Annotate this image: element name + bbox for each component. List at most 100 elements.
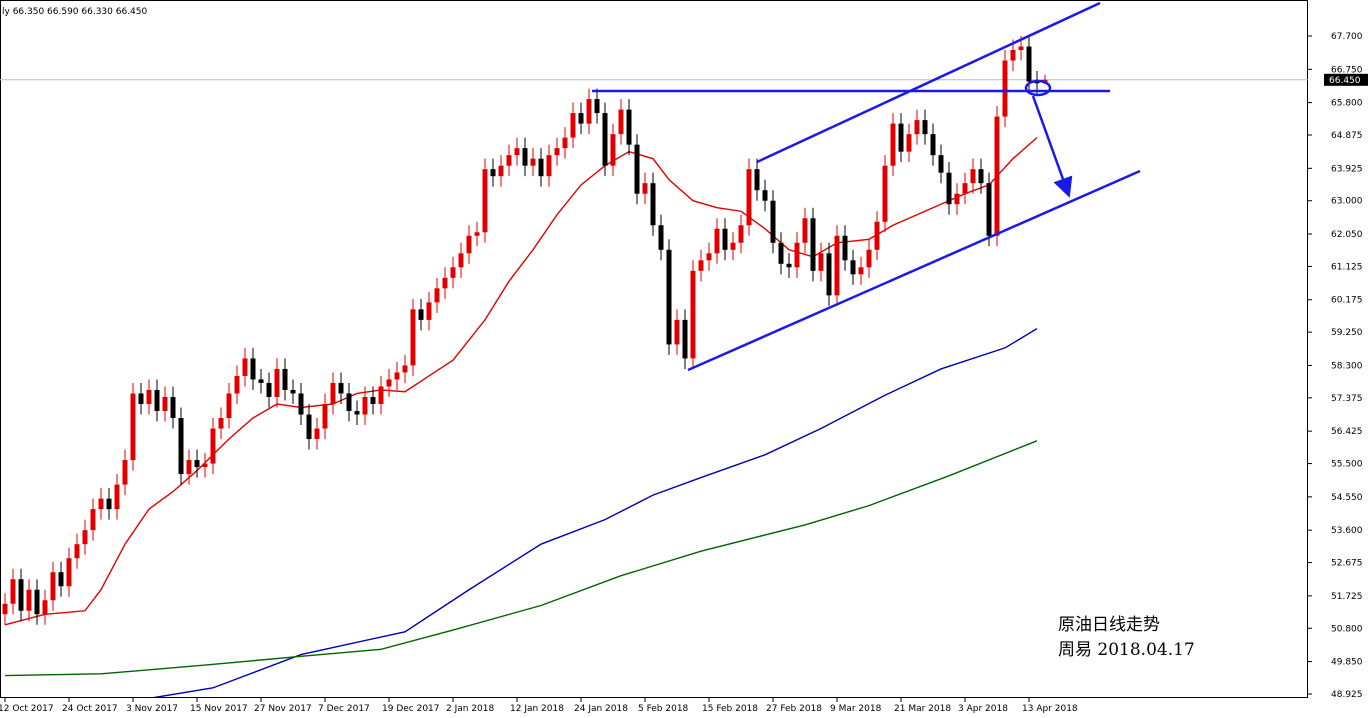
candle-body — [586, 99, 592, 124]
y-tick-label: 60.175 — [1331, 296, 1363, 306]
candle-body — [786, 263, 792, 268]
x-tick-label: 13 Apr 2018 — [1022, 704, 1078, 714]
candle-body — [842, 235, 848, 261]
plot-area — [0, 36, 1308, 697]
candle-body — [114, 484, 120, 510]
y-tick-label: 66.750 — [1331, 65, 1363, 75]
candle-body — [722, 228, 728, 250]
candle-body — [370, 396, 376, 404]
arrow — [1031, 95, 1073, 198]
candle-body — [690, 270, 696, 359]
candle-body — [522, 148, 528, 166]
candle-body — [178, 418, 184, 475]
candle-body — [666, 249, 672, 345]
candle-body — [906, 134, 912, 152]
x-tick-label: 5 Feb 2018 — [638, 704, 689, 714]
candle-body — [858, 267, 864, 275]
candle-body — [618, 109, 624, 135]
candle-body — [282, 368, 288, 390]
candle-body — [714, 228, 720, 254]
candle-body — [346, 393, 352, 411]
candle-body — [274, 368, 280, 397]
y-tick-label: 57.375 — [1331, 394, 1363, 404]
x-tick-label: 2 Jan 2018 — [446, 704, 494, 714]
candle-body — [634, 144, 640, 194]
candle-body — [202, 463, 208, 468]
candle-body — [194, 460, 200, 468]
candle-body — [914, 120, 920, 135]
y-tick-label: 58.300 — [1331, 361, 1363, 371]
annotation: 周易 2018.04.17 — [1058, 640, 1195, 660]
y-tick-label: 52.675 — [1331, 559, 1363, 569]
y-tick-label: 53.600 — [1331, 526, 1363, 536]
candle-body — [650, 183, 656, 226]
candle-body — [106, 498, 112, 510]
candle-body — [938, 155, 944, 173]
candle-body — [306, 414, 312, 440]
candle-body — [890, 123, 896, 166]
candle-body — [258, 379, 264, 383]
candle-body — [682, 319, 688, 359]
candle-body — [946, 172, 952, 205]
candle-body — [362, 396, 368, 415]
candle-body — [138, 393, 144, 404]
candle-body — [1010, 50, 1016, 61]
candle-body — [794, 242, 800, 268]
candle-body — [994, 116, 1000, 236]
candle-body — [378, 386, 384, 404]
y-tick-label: 54.550 — [1331, 493, 1363, 503]
x-tick-label: 12 Oct 2017 — [0, 704, 54, 714]
candle-body — [410, 309, 416, 366]
candle-body — [954, 193, 960, 205]
candle-body — [506, 155, 512, 166]
candle-body — [50, 572, 56, 601]
x-tick-label: 24 Oct 2017 — [62, 704, 118, 714]
candle-body — [458, 253, 464, 268]
x-tick-label: 3 Apr 2018 — [958, 704, 1008, 714]
candle-body — [162, 396, 168, 411]
candle-body — [490, 169, 496, 177]
y-tick-label: 64.875 — [1331, 131, 1363, 141]
candle-body — [58, 572, 64, 587]
candle-body — [122, 460, 128, 485]
candle-body — [922, 120, 928, 135]
candle-body — [442, 277, 448, 289]
candle-body — [1002, 60, 1008, 117]
candle-body — [546, 155, 552, 177]
candle-body — [698, 260, 704, 271]
candle-body — [466, 235, 472, 254]
candle-body — [474, 232, 480, 236]
candle-body — [394, 372, 400, 380]
candle-body — [810, 218, 816, 271]
y-tick-label: 63.000 — [1331, 197, 1363, 207]
candle-body — [746, 169, 752, 226]
candle-body — [778, 242, 784, 264]
candle-body — [66, 558, 72, 587]
candle-body — [802, 218, 808, 243]
candle-body — [538, 158, 544, 177]
x-tick-label: 27 Feb 2018 — [766, 704, 822, 714]
candle-body — [426, 302, 432, 320]
candle-body — [578, 113, 584, 124]
candle-body — [434, 288, 440, 303]
candle-body — [26, 589, 32, 611]
candle-body — [290, 389, 296, 394]
header: ly 66.350 66.590 66.330 66.450 — [2, 7, 148, 17]
candle-body — [386, 379, 392, 387]
moving-average — [4, 440, 1038, 677]
x-tick-label: 3 Nov 2017 — [126, 704, 178, 714]
candle-body — [898, 123, 904, 152]
channel-lower — [687, 169, 1141, 372]
candle-body — [770, 200, 776, 243]
candle-body — [978, 169, 984, 184]
candle-body — [18, 579, 24, 611]
candle-body — [218, 418, 224, 429]
moving-average — [4, 137, 1038, 626]
candle-body — [602, 113, 608, 166]
current-price-label: 66.450 — [1329, 76, 1361, 86]
candle-body — [42, 600, 48, 615]
x-tick-label: 9 Mar 2018 — [830, 704, 882, 714]
plot-frame — [0, 0, 1308, 698]
annotation: 原油日线走势 — [1058, 615, 1160, 635]
